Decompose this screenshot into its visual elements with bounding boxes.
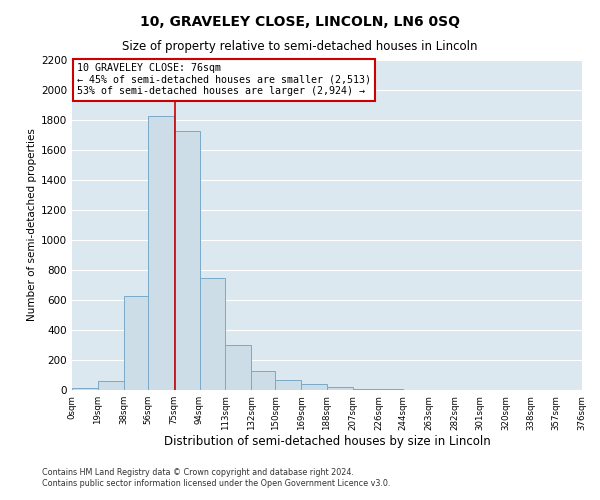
Bar (353, 388, 379, 390)
Bar (199, 278, 225, 390)
Bar (251, 370, 275, 390)
Text: Contains HM Land Registry data © Crown copyright and database right 2024.
Contai: Contains HM Land Registry data © Crown c… (42, 468, 391, 487)
Bar (98, 381, 124, 390)
Bar (301, 384, 327, 390)
Bar (225, 345, 251, 390)
Text: 10, GRAVELEY CLOSE, LINCOLN, LN6 0SQ: 10, GRAVELEY CLOSE, LINCOLN, LN6 0SQ (140, 15, 460, 29)
X-axis label: Distribution of semi-detached houses by size in Lincoln: Distribution of semi-detached houses by … (164, 436, 490, 448)
Bar (72, 388, 98, 390)
Text: Size of property relative to semi-detached houses in Lincoln: Size of property relative to semi-detach… (122, 40, 478, 53)
Bar (327, 387, 353, 390)
Bar (174, 130, 199, 390)
Text: 10 GRAVELEY CLOSE: 76sqm
← 45% of semi-detached houses are smaller (2,513)
53% o: 10 GRAVELEY CLOSE: 76sqm ← 45% of semi-d… (77, 64, 371, 96)
Bar (124, 296, 148, 390)
Bar (379, 389, 403, 390)
Bar (275, 380, 301, 390)
Bar (148, 116, 174, 390)
Y-axis label: Number of semi-detached properties: Number of semi-detached properties (27, 128, 37, 322)
